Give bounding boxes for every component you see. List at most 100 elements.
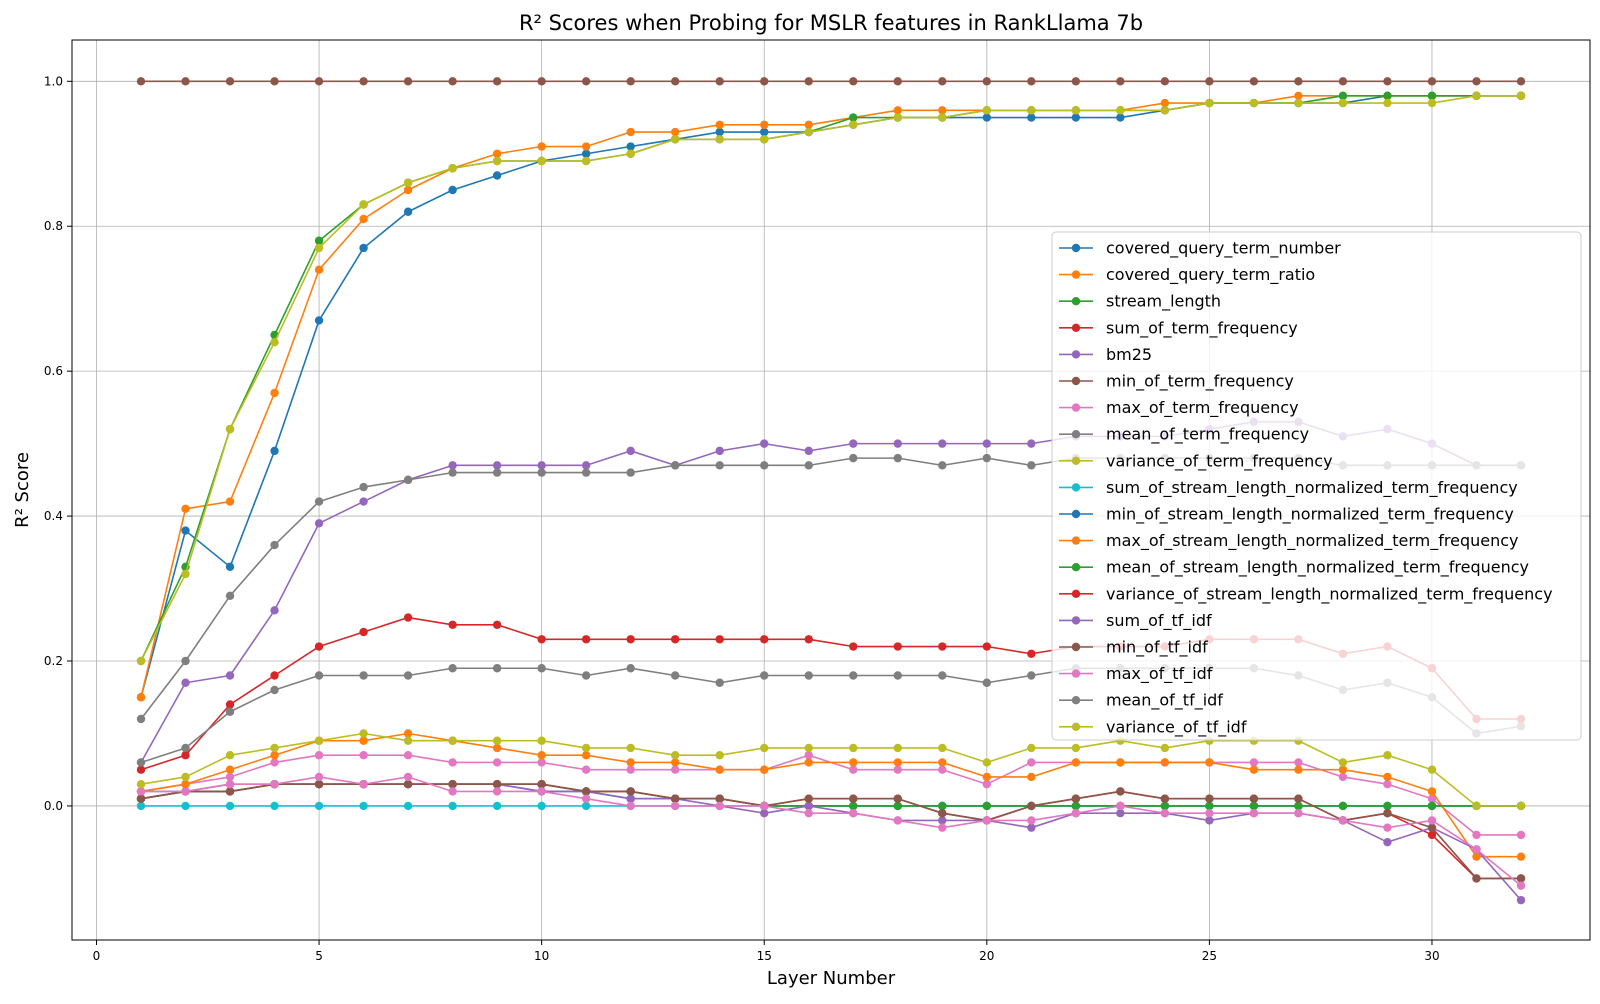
data-point <box>670 135 680 144</box>
data-point <box>938 823 947 832</box>
legend-label: sum_of_stream_length_normalized_term_fre… <box>1106 478 1518 498</box>
data-point <box>403 178 413 187</box>
data-point <box>314 801 324 811</box>
data-point <box>181 751 190 760</box>
legend: covered_query_term_number covered_query_t… <box>1051 231 1582 741</box>
data-point <box>804 461 813 470</box>
data-point <box>403 751 413 760</box>
data-point <box>359 780 368 789</box>
x-tick-label: 5 <box>315 949 323 963</box>
data-point <box>359 671 368 680</box>
data-point <box>1338 98 1348 108</box>
data-point <box>581 461 591 470</box>
x-tick-label: 0 <box>93 949 101 963</box>
data-point <box>760 127 769 137</box>
data-point <box>225 77 235 86</box>
data-point <box>359 200 368 209</box>
series-max-of-tf-idf <box>136 772 1526 890</box>
data-point <box>804 127 813 137</box>
data-point <box>626 758 635 767</box>
data-point <box>314 497 324 506</box>
data-point <box>270 337 279 347</box>
data-point <box>760 77 769 86</box>
legend-item: sum_of_tf_idf <box>1059 611 1212 631</box>
legend-item: variance_of_term_frequency <box>1059 451 1333 471</box>
legend-item: sum_of_term_frequency <box>1059 318 1298 338</box>
data-point <box>537 736 546 745</box>
series-line <box>141 776 1522 887</box>
legend-marker <box>1071 483 1081 492</box>
data-point <box>1116 106 1125 115</box>
data-point <box>537 142 546 151</box>
data-point <box>1249 758 1259 767</box>
data-point <box>1160 98 1170 108</box>
legend-marker <box>1071 536 1081 545</box>
data-point <box>849 794 858 803</box>
data-point <box>1027 461 1036 470</box>
data-point <box>715 446 724 456</box>
legend-item: mean_of_stream_length_normalized_term_fr… <box>1059 558 1529 578</box>
data-point <box>1071 801 1081 811</box>
x-tick-label: 10 <box>534 949 549 963</box>
data-point <box>359 77 368 86</box>
data-point <box>359 482 368 492</box>
legend-label: max_of_term_frequency <box>1106 398 1299 418</box>
data-point <box>1427 830 1437 840</box>
data-point <box>1205 98 1214 108</box>
data-point <box>181 504 190 514</box>
data-point <box>760 765 769 774</box>
data-point <box>403 729 413 738</box>
legend-marker <box>1071 696 1081 705</box>
data-point <box>1472 91 1481 101</box>
x-tick-label: 30 <box>1424 949 1439 963</box>
data-point <box>1249 794 1259 803</box>
data-point <box>938 642 947 651</box>
data-point <box>760 461 769 470</box>
legend-marker <box>1071 376 1081 386</box>
data-point <box>314 780 324 789</box>
data-point <box>626 765 635 774</box>
data-point <box>270 743 279 753</box>
data-point <box>715 461 724 470</box>
legend-label: variance_of_term_frequency <box>1106 451 1333 471</box>
series-line <box>140 95 1521 698</box>
data-point <box>715 678 724 687</box>
data-point <box>1294 808 1303 818</box>
data-point <box>1294 98 1303 108</box>
data-point <box>1027 801 1036 811</box>
legend-marker <box>1071 323 1081 332</box>
data-point <box>581 468 591 477</box>
data-point <box>626 787 635 796</box>
data-point <box>181 743 190 753</box>
data-point <box>982 77 992 86</box>
data-point <box>1027 106 1036 115</box>
data-point <box>1294 765 1303 774</box>
data-point <box>537 635 546 644</box>
data-point <box>1294 758 1303 767</box>
data-point <box>448 780 457 789</box>
data-point <box>403 671 413 680</box>
legend-marker <box>1071 403 1081 412</box>
data-point <box>849 765 858 774</box>
data-point <box>1294 77 1303 86</box>
data-point <box>1160 808 1170 818</box>
data-point <box>581 787 591 796</box>
data-point <box>1205 801 1214 811</box>
legend-label: mean_of_term_frequency <box>1106 425 1309 445</box>
data-point <box>715 127 724 137</box>
data-point <box>448 185 457 195</box>
data-point <box>760 671 769 680</box>
legend-label: mean_of_stream_length_normalized_term_fr… <box>1106 558 1529 578</box>
data-point <box>581 77 591 86</box>
data-point <box>1160 801 1170 811</box>
data-point <box>403 613 413 622</box>
data-point <box>1027 649 1036 658</box>
data-point <box>760 801 769 811</box>
data-point <box>715 635 724 644</box>
data-point <box>581 635 591 644</box>
data-point <box>1027 816 1036 825</box>
data-point <box>804 77 813 86</box>
data-point <box>982 758 992 767</box>
data-point <box>581 801 591 811</box>
